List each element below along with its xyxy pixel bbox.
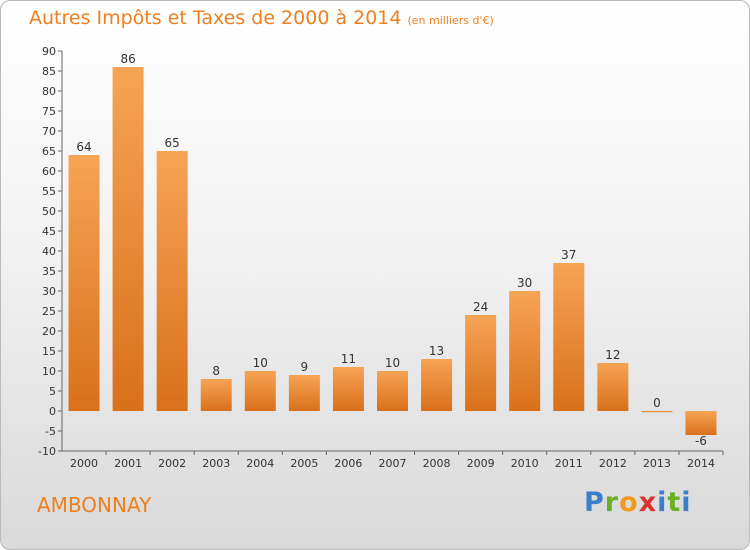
y-tick-label: 25 (42, 305, 56, 318)
proxiti-logo[interactable]: Proxiti (584, 487, 692, 518)
data-label-2004: 10 (253, 356, 268, 370)
bar-2003 (200, 379, 232, 411)
x-tick-label: 2010 (511, 457, 539, 470)
chart-subtitle: (en milliers d'€) (407, 14, 494, 27)
chart-title: Autres Impôts et Taxes de 2000 à 2014 (29, 7, 402, 29)
x-axis: 2000 2001 2002 2003 2004 2005 2006 2007 2008 2009… (62, 450, 724, 470)
commune-name: AMBONNAY (37, 493, 152, 517)
y-tick-label: 65 (42, 145, 56, 158)
title-line: Autres Impôts et Taxes de 2000 à 2014 (en… (29, 7, 494, 29)
x-tick-label: 2012 (599, 457, 627, 470)
bar-2012 (597, 363, 629, 411)
y-tick-label: 75 (42, 105, 56, 118)
data-label-2008: 13 (429, 344, 444, 358)
x-tick-label: 2011 (555, 457, 583, 470)
bar-2002 (156, 151, 188, 411)
y-tick-label: -5 (45, 425, 56, 438)
logo-letter: t (667, 487, 682, 518)
x-tick-label: 2002 (158, 457, 186, 470)
x-tick-label: 2001 (114, 457, 142, 470)
bar-2010 (509, 291, 541, 411)
logo-letter: o (619, 487, 639, 518)
bar-2001 (112, 67, 144, 411)
bar-2005 (288, 375, 320, 411)
data-label-2014: -6 (695, 434, 707, 448)
bar-2008 (421, 359, 453, 411)
y-tick-label: 85 (42, 65, 56, 78)
y-tick-label: 80 (42, 85, 56, 98)
y-tick-label: 20 (42, 325, 56, 338)
y-tick-label: 35 (42, 265, 56, 278)
data-label-2000: 64 (76, 140, 91, 154)
y-tick-label: 10 (42, 365, 56, 378)
data-label-2001: 86 (120, 52, 135, 66)
y-tick-label: 15 (42, 345, 56, 358)
y-tick-label: 50 (42, 205, 56, 218)
bars (68, 67, 717, 435)
logo-letter: P (584, 487, 605, 518)
data-label-2006: 11 (341, 352, 356, 366)
y-tick-label: 60 (42, 165, 56, 178)
x-tick-label: 2004 (246, 457, 274, 470)
y-tick-label: 5 (49, 385, 56, 398)
data-labels: 64 86 65 8 10 9 11 10 13 24 30 37 12 0 -6 (76, 52, 707, 448)
x-tick-label: 2008 (423, 457, 451, 470)
data-label-2013: 0 (653, 396, 661, 410)
x-tick-label: 2005 (290, 457, 318, 470)
data-label-2005: 9 (301, 360, 309, 374)
x-tick-label: 2000 (70, 457, 98, 470)
logo-letter: i (681, 487, 692, 518)
bar-2014 (685, 411, 717, 435)
data-label-2007: 10 (385, 356, 400, 370)
logo-letter: r (604, 487, 620, 518)
data-label-2012: 12 (605, 348, 620, 362)
x-tick-label: 2009 (467, 457, 495, 470)
data-label-2011: 37 (561, 248, 576, 262)
logo-letter: i (657, 487, 668, 518)
logo-letter: x (638, 487, 658, 518)
x-tick-label: 2003 (202, 457, 230, 470)
y-tick-label: 90 (42, 45, 56, 58)
bar-2006 (332, 367, 364, 411)
bar-2000 (68, 155, 100, 411)
y-tick-label: 70 (42, 125, 56, 138)
y-axis: -10 -5 0 5 10 15 20 25 30 35 40 45 50 55 60 65 70 75 80 85 9… (38, 45, 63, 458)
bar-2011 (553, 263, 585, 411)
data-label-2010: 30 (517, 276, 532, 290)
y-tick-label: 30 (42, 285, 56, 298)
x-tick-label: 2014 (687, 457, 715, 470)
y-tick-label: 0 (49, 405, 56, 418)
y-tick-label: 55 (42, 185, 56, 198)
x-tick-label: 2006 (334, 457, 362, 470)
bar-2004 (244, 371, 276, 411)
bar-2007 (377, 371, 408, 411)
data-label-2002: 65 (165, 136, 180, 150)
x-tick-label: 2013 (643, 457, 671, 470)
bar-2009 (465, 315, 497, 411)
y-tick-label: 40 (42, 245, 56, 258)
data-label-2009: 24 (473, 300, 488, 314)
y-tick-label: -10 (38, 445, 56, 458)
bar-2013 (641, 411, 673, 413)
x-tick-label: 2007 (379, 457, 407, 470)
y-tick-label: 45 (42, 225, 56, 238)
data-label-2003: 8 (212, 364, 220, 378)
